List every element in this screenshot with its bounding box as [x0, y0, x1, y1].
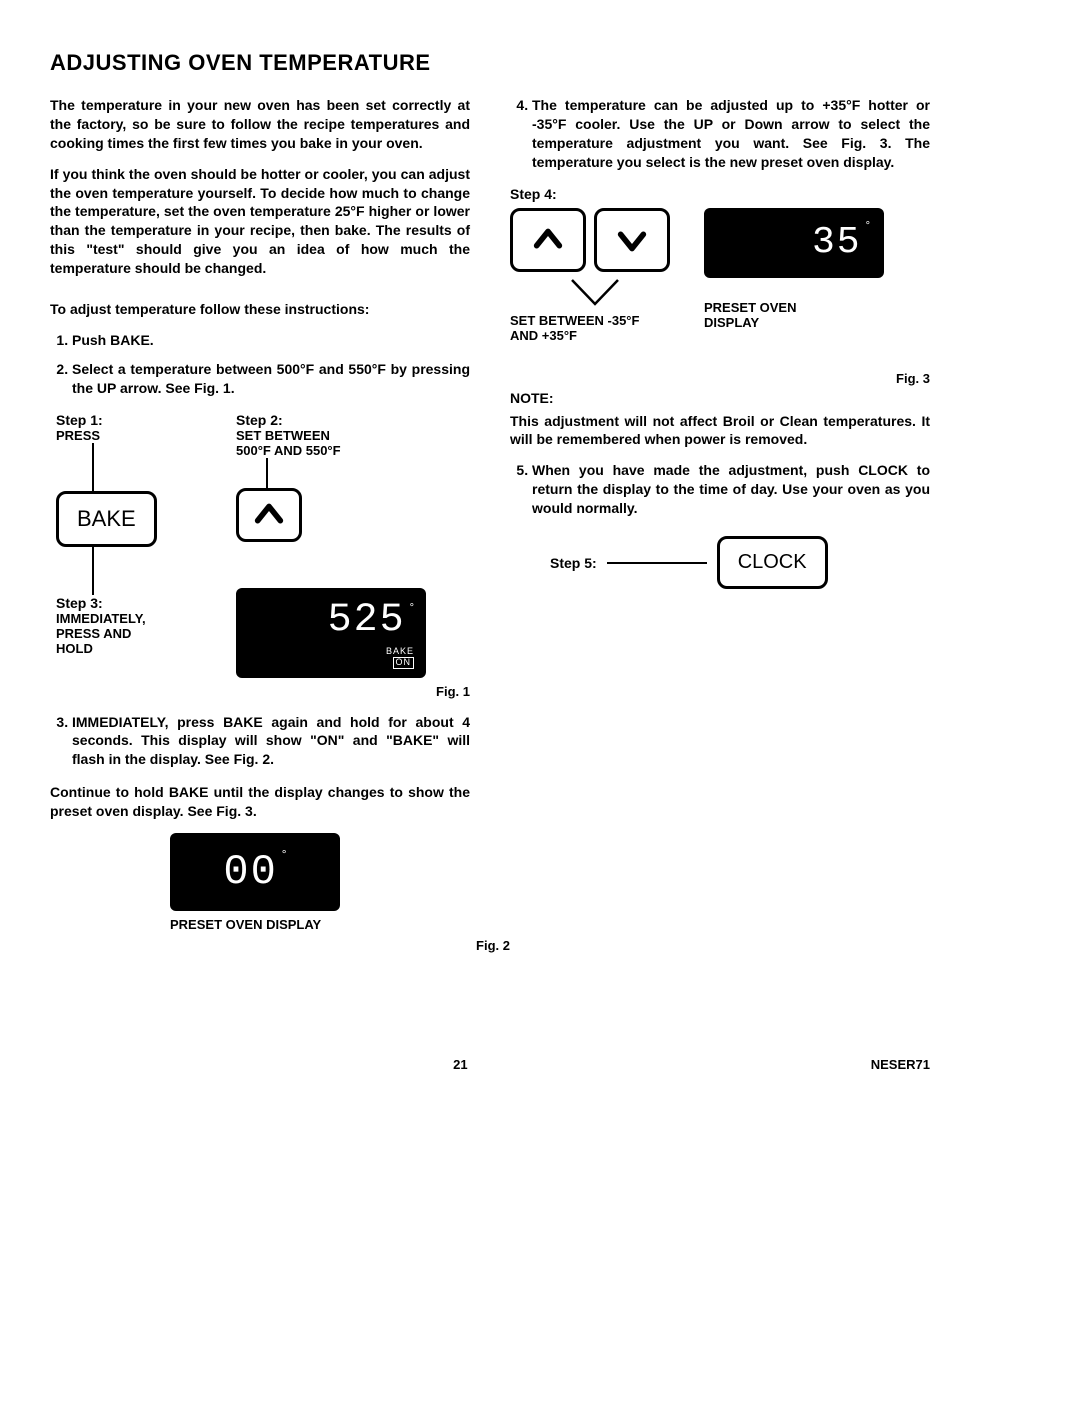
intro-2: If you think the oven should be hotter o… [50, 165, 470, 278]
fig2-caption: Fig. 2 [170, 938, 510, 953]
step2-t1: SET BETWEEN [236, 428, 470, 443]
i3b: BAKE [223, 714, 263, 730]
clock-button: CLOCK [717, 536, 828, 589]
display-35-value: 35 [812, 221, 862, 264]
instr1-a: Push [72, 332, 110, 348]
instruction-3: IMMEDIATELY, press BAKE again and hold f… [72, 713, 470, 770]
step3-t1: IMMEDIATELY, [56, 611, 176, 626]
doc-code: NESER71 [871, 1057, 930, 1072]
merge-lines-icon [570, 278, 620, 308]
connector-line [607, 562, 707, 564]
step3-t3: HOLD [56, 641, 176, 656]
ca: Continue to hold [50, 784, 169, 800]
instruction-list-2: IMMEDIATELY, press BAKE again and hold f… [50, 713, 470, 770]
degree-icon: ° [410, 602, 414, 614]
display-00: 00 ° [170, 833, 340, 911]
i3d: "ON" [310, 732, 344, 748]
i3f: "BAKE" [386, 732, 439, 748]
fig3-caption: Fig. 3 [510, 371, 930, 386]
display-525: 525 ° BAKE ON [236, 588, 426, 678]
i3a: IMMEDIATELY, press [72, 714, 223, 730]
figure-2: 00 ° PRESET OVEN DISPLAY Fig. 2 [170, 833, 470, 953]
figure-3: SET BETWEEN -35°F AND +35°F 35 ° PRESET … [510, 208, 930, 386]
left-column: The temperature in your new oven has bee… [50, 96, 470, 967]
page-footer: 21 NESER71 [50, 1057, 930, 1072]
up-arrow-button [236, 488, 302, 542]
note-text: This adjustment will not affect Broil or… [510, 412, 930, 450]
step3-t2: PRESS AND [56, 626, 176, 641]
page-title: ADJUSTING OVEN TEMPERATURE [50, 50, 930, 76]
lead-line: To adjust temperature follow these instr… [50, 300, 470, 319]
display-on-label: ON [393, 657, 415, 669]
up-arrow-button-2 [510, 208, 586, 272]
fig3-label1: PRESET OVEN [704, 300, 884, 315]
display-35: 35 ° [704, 208, 884, 278]
instr1-b: BAKE. [110, 332, 154, 348]
fig3-label2: DISPLAY [704, 315, 884, 330]
figure-step5: Step 5: CLOCK [550, 536, 930, 589]
instruction-list-4: When you have made the adjustment, push … [510, 461, 930, 518]
continue-hold: Continue to hold BAKE until the display … [50, 783, 470, 821]
figure-1: Step 1: PRESS BAKE Step 3: IMMEDIATELY, … [56, 412, 470, 699]
step2-t2: 500°F AND 550°F [236, 443, 470, 458]
step4-head: Step 4: [510, 186, 930, 202]
i3e: and [344, 732, 386, 748]
step3-head: Step 3: [56, 595, 176, 611]
right-column: The temperature can be adjusted up to +3… [510, 96, 930, 967]
display-bake-label: BAKE [248, 647, 414, 657]
instruction-4: The temperature can be adjusted up to +3… [532, 96, 930, 172]
fig2-label: PRESET OVEN DISPLAY [170, 917, 470, 932]
bake-button: BAKE [56, 491, 157, 547]
step4-t2: AND +35°F [510, 328, 670, 343]
down-arrow-button [594, 208, 670, 272]
step1-text: PRESS [56, 428, 176, 443]
step4-t1: SET BETWEEN -35°F [510, 313, 670, 328]
note-head: NOTE: [510, 390, 930, 406]
degree-icon-2: ° [282, 847, 287, 861]
display-525-value: 525 [328, 598, 406, 643]
display-00-value: 00 [223, 848, 277, 896]
intro-1: The temperature in your new oven has bee… [50, 96, 470, 153]
instruction-5: When you have made the adjustment, push … [532, 461, 930, 518]
step2-head: Step 2: [236, 412, 470, 428]
page-number: 21 [453, 1057, 467, 1072]
instruction-list-3: The temperature can be adjusted up to +3… [510, 96, 930, 172]
instruction-1: Push BAKE. [72, 331, 470, 350]
cb: BAKE [169, 784, 209, 800]
instruction-2: Select a temperature between 500°F and 5… [72, 360, 470, 398]
degree-icon-3: ° [866, 220, 870, 232]
instruction-list-1: Push BAKE. Select a temperature between … [50, 331, 470, 398]
fig1-caption: Fig. 1 [56, 684, 470, 699]
step5-head: Step 5: [550, 555, 597, 571]
step1-head: Step 1: [56, 412, 176, 428]
content-columns: The temperature in your new oven has bee… [50, 96, 930, 967]
